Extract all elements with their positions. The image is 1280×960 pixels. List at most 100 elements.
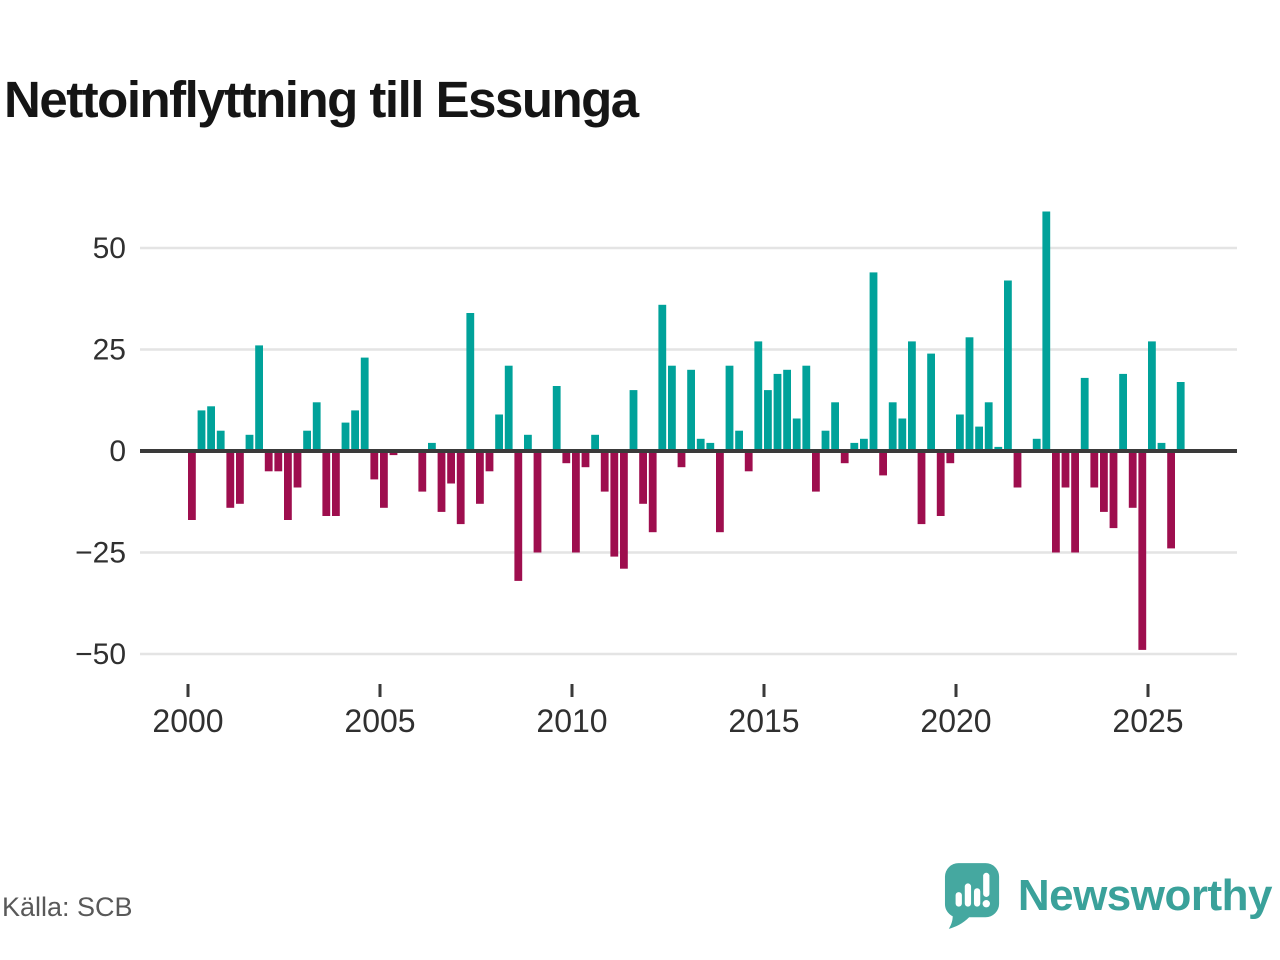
bar-2024-Q2: [1119, 373, 1127, 451]
bar-2019-Q3: [936, 451, 945, 516]
bar-2002-Q3: [284, 451, 292, 520]
bar-2003-Q2: [312, 402, 321, 451]
bar-2011-Q2: [620, 451, 628, 569]
bar-2017-Q1: [840, 451, 849, 464]
x-tick-label: 2000: [152, 703, 223, 739]
bar-2004-Q2: [351, 410, 359, 451]
bar-2002-Q2: [274, 451, 283, 472]
bar-2004-Q4: [370, 451, 379, 480]
bar-2014-Q3: [744, 451, 753, 472]
bar-2000-Q3: [207, 406, 215, 451]
bar-2000-Q2: [197, 410, 206, 451]
bar-2013-Q4: [716, 451, 724, 533]
bar-2020-Q1: [956, 414, 964, 451]
bar-2021-Q1: [994, 446, 1003, 451]
bar-2000-Q4: [216, 430, 225, 451]
bar-2024-Q1: [1109, 451, 1118, 529]
bar-2008-Q3: [514, 451, 523, 581]
bar-2016-Q1: [802, 365, 811, 451]
bar-2021-Q2: [1004, 280, 1012, 451]
bar-2006-Q2: [428, 442, 436, 451]
bar-2018-Q1: [879, 451, 887, 476]
bar-2024-Q4: [1138, 451, 1147, 650]
bar-2016-Q4: [831, 402, 839, 451]
bar-2007-Q2: [466, 313, 475, 451]
bar-2010-Q2: [581, 451, 590, 468]
bar-2016-Q3: [821, 430, 830, 451]
bar-2015-Q4: [792, 418, 801, 451]
x-axis-labels: 2000 2005 2010 2015 2020 2025: [152, 684, 1184, 739]
bar-2002-Q4: [293, 451, 302, 488]
bar-2009-Q3: [552, 386, 561, 451]
newsworthy-wordmark: Newsworthy: [1017, 871, 1273, 920]
bar-2006-Q4: [447, 451, 455, 484]
bar-2018-Q4: [908, 341, 916, 451]
y-tick-label: 50: [93, 232, 126, 265]
bar-2003-Q4: [332, 451, 340, 516]
bar-2000-Q1: [188, 451, 196, 520]
bar-2022-Q4: [1061, 451, 1070, 488]
bar-2021-Q3: [1013, 451, 1022, 488]
bar-2025-Q4: [1176, 382, 1185, 451]
bar-2019-Q1: [917, 451, 926, 525]
bar-2014-Q1: [725, 365, 734, 451]
bar-2010-Q3: [591, 434, 599, 451]
bar-2025-Q2: [1157, 442, 1166, 451]
bar-2017-Q3: [860, 438, 868, 451]
x-tick-label: 2015: [728, 703, 799, 739]
x-tick-label: 2010: [536, 703, 607, 739]
bar-2017-Q4: [869, 272, 878, 451]
bar-2023-Q2: [1080, 377, 1089, 451]
bar-2023-Q1: [1071, 451, 1079, 553]
bar-2015-Q1: [764, 390, 772, 451]
bar-2025-Q3: [1167, 451, 1175, 549]
bar-2008-Q1: [495, 414, 503, 451]
bar-2015-Q2: [773, 373, 782, 451]
bar-2006-Q3: [437, 451, 446, 512]
bar-2011-Q1: [610, 451, 619, 557]
bar-2020-Q2: [965, 337, 974, 451]
bar-2024-Q3: [1128, 451, 1137, 508]
newsworthy-logo: Newsworthy: [944, 862, 1273, 930]
bar-2020-Q3: [975, 426, 983, 451]
bar-2006-Q1: [418, 451, 427, 492]
bars: [188, 211, 1185, 650]
y-tick-label: −25: [75, 537, 126, 570]
bar-2015-Q3: [783, 369, 791, 451]
bar-2018-Q3: [898, 418, 907, 451]
bar-2001-Q1: [226, 451, 235, 508]
bar-2019-Q4: [946, 451, 955, 464]
bar-2023-Q3: [1090, 451, 1099, 488]
bar-2008-Q2: [504, 365, 513, 451]
bar-2007-Q3: [476, 451, 484, 504]
bar-2016-Q2: [812, 451, 820, 492]
bar-2022-Q2: [1042, 211, 1051, 451]
bar-2003-Q1: [303, 430, 311, 451]
bar-2005-Q2: [389, 451, 398, 456]
x-tick-label: 2020: [920, 703, 991, 739]
x-tick-label: 2025: [1112, 703, 1183, 739]
bar-2012-Q1: [648, 451, 657, 533]
bar-2001-Q4: [255, 345, 263, 451]
bar-2007-Q4: [485, 451, 494, 472]
y-tick-label: 25: [93, 334, 126, 367]
newsworthy-speech-bubble-chart-icon: [944, 863, 999, 929]
bar-2002-Q1: [264, 451, 273, 472]
bar-2011-Q4: [639, 451, 647, 504]
bar-2009-Q1: [533, 451, 542, 553]
bar-2010-Q4: [600, 451, 609, 492]
bar-2020-Q4: [984, 402, 993, 451]
bar-2008-Q4: [524, 434, 532, 451]
bar-2017-Q2: [850, 442, 859, 451]
bar-2025-Q1: [1148, 341, 1156, 451]
bar-2014-Q2: [735, 430, 743, 451]
bar-2001-Q3: [245, 434, 254, 451]
page-title: Nettoinflyttning till Essunga: [4, 71, 639, 129]
bar-2019-Q2: [927, 353, 935, 451]
bar-2001-Q2: [236, 451, 244, 504]
bar-2013-Q2: [696, 438, 705, 451]
bar-2022-Q1: [1032, 438, 1041, 451]
bar-2007-Q1: [456, 451, 465, 525]
bar-2012-Q3: [668, 365, 676, 451]
